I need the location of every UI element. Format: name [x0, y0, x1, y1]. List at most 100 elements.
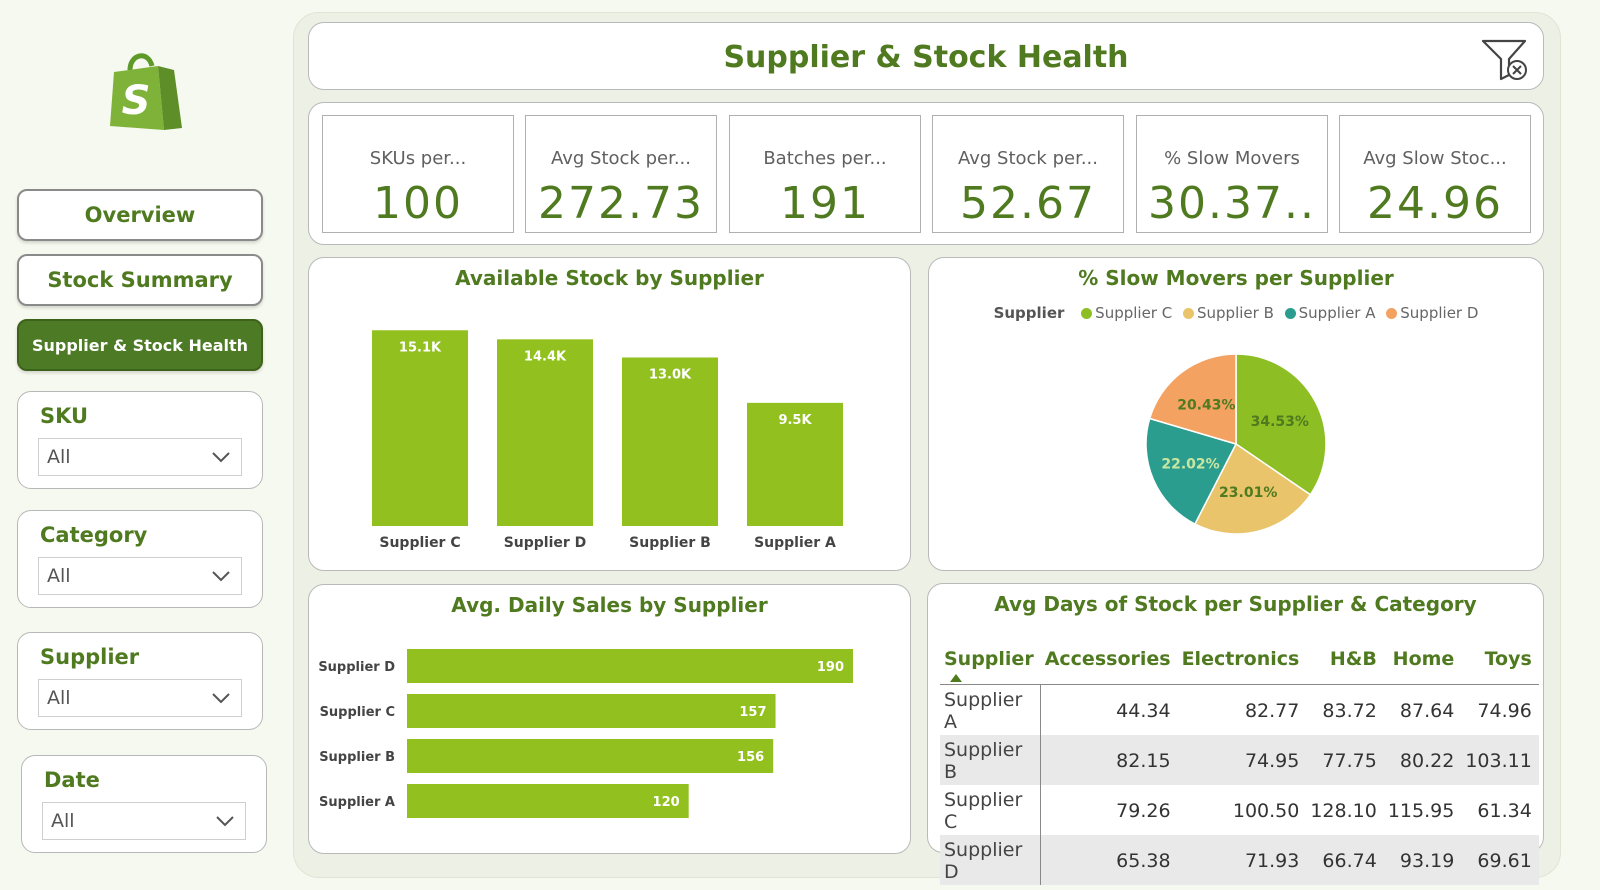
- column-header[interactable]: Electronics: [1177, 644, 1307, 685]
- category-label: Supplier C: [379, 535, 460, 551]
- table-cell: 74.95: [1177, 735, 1307, 785]
- kpi-value: 52.67: [960, 178, 1096, 229]
- category-label: Supplier C: [320, 705, 395, 720]
- chevron-down-icon: [212, 452, 230, 463]
- column-header[interactable]: Toys: [1461, 644, 1539, 685]
- nav-supplier-stock-health-button[interactable]: Supplier & Stock Health: [17, 319, 263, 371]
- table-cell: Supplier A: [940, 684, 1042, 735]
- kpi-value: 100: [373, 178, 463, 229]
- legend-item[interactable]: Supplier A: [1298, 304, 1376, 322]
- bar: [407, 784, 689, 818]
- kpi-card: Avg Stock per... 52.67: [932, 115, 1124, 233]
- bar-value-label: 190: [817, 660, 844, 675]
- category-label: Supplier D: [504, 535, 587, 551]
- column-header[interactable]: Supplier: [940, 644, 1041, 685]
- slicer-title: Supplier: [40, 645, 140, 669]
- column-header[interactable]: H&B: [1306, 644, 1384, 685]
- kpi-value: 191: [780, 178, 870, 229]
- legend-dot: [1183, 308, 1194, 319]
- table-cell: 44.34: [1116, 700, 1171, 722]
- column-header[interactable]: Accessories: [1040, 644, 1178, 685]
- category-label: Supplier D: [318, 660, 395, 675]
- kpi-label: Avg Slow Stoc...: [1363, 148, 1507, 169]
- dropdown-value: All: [47, 565, 71, 587]
- date-dropdown[interactable]: All: [42, 802, 246, 840]
- legend-title: Supplier: [993, 304, 1065, 322]
- legend-dot: [1386, 308, 1398, 319]
- kpi-strip: SKUs per... 100 Avg Stock per... 272.73 …: [308, 102, 1544, 245]
- kpi-label: Avg Stock per...: [957, 148, 1098, 169]
- pie-slice: [1148, 353, 1237, 446]
- slow-movers-pie-chart: 34.53% 23.01%22.02% 20.43%: [1145, 353, 1327, 535]
- kpi-label: SKUs per...: [369, 148, 467, 169]
- page-title: Supplier & Stock Health: [723, 40, 1129, 75]
- kpi-value: 24.96: [1367, 178, 1503, 229]
- legend-item[interactable]: Supplier C: [1095, 304, 1173, 322]
- legend-item[interactable]: Supplier D: [1400, 304, 1479, 322]
- nav-stock-summary-button[interactable]: Stock Summary: [17, 254, 263, 306]
- kpi-value: 30.37..: [1148, 178, 1316, 229]
- kpi-label: % Slow Movers: [1164, 148, 1300, 169]
- clear-filter-icon[interactable]: [1481, 37, 1529, 81]
- chart-title: % Slow Movers per Supplier: [1078, 266, 1394, 290]
- dropdown-value: All: [47, 446, 71, 468]
- pie-slice-label: 34.53%: [1251, 414, 1309, 430]
- bar: [407, 694, 776, 728]
- bar-value-label: 15.1K: [399, 340, 442, 355]
- table-cell: 69.61: [1461, 835, 1539, 885]
- table-row: Supplier A 44.34 82.77 83.72 87.64 74.96: [940, 684, 1539, 735]
- bar-value-label: 9.5K: [778, 413, 812, 428]
- table-cell: 82.77: [1244, 700, 1300, 722]
- page-header: Supplier & Stock Health: [308, 22, 1544, 90]
- kpi-card: Batches per... 191: [729, 115, 921, 233]
- table-cell: 128.10: [1310, 800, 1377, 822]
- slicer-category: Category All: [17, 510, 263, 608]
- slicer-title: Category: [40, 523, 148, 547]
- table-cell: 74.96: [1477, 700, 1532, 722]
- nav-overview-button[interactable]: Overview: [17, 189, 263, 241]
- table-cell: 71.93: [1177, 835, 1307, 885]
- category-dropdown[interactable]: All: [38, 557, 242, 595]
- slicer-sku: SKU All: [17, 391, 263, 489]
- table-cell: 87.64: [1399, 700, 1455, 722]
- table-cell: 100.50: [1232, 800, 1300, 822]
- supplier-dropdown[interactable]: All: [38, 679, 242, 717]
- daily-sales-chart-panel: Avg. Daily Sales by Supplier 190 Supplier…: [308, 584, 911, 854]
- sku-dropdown[interactable]: All: [38, 438, 242, 476]
- kpi-label: Batches per...: [763, 148, 887, 169]
- table-cell: 65.38: [1040, 835, 1178, 885]
- bar: [407, 739, 774, 773]
- table-cell: Supplier B: [940, 735, 1042, 785]
- category-label: Supplier B: [319, 750, 395, 765]
- kpi-card: % Slow Movers 30.37..: [1136, 115, 1328, 233]
- sort-ascending-icon: [950, 674, 962, 682]
- table-cell: Supplier D: [940, 835, 1042, 885]
- chart-title: Avg. Daily Sales by Supplier: [451, 593, 768, 617]
- chart-title: Available Stock by Supplier: [455, 266, 764, 290]
- bar-value-label: 120: [653, 795, 680, 810]
- bar-value-label: 156: [737, 750, 764, 765]
- table-cell: 103.11: [1461, 735, 1539, 785]
- table-cell: 80.22: [1383, 735, 1462, 785]
- available-stock-bar-chart: 15.1K Supplier C 14.4K Supplier D 13.0K Suppl…: [372, 330, 843, 551]
- table-cell: 66.74: [1306, 835, 1384, 885]
- pie-slice-label: 20.43%: [1177, 397, 1235, 413]
- slicer-supplier: Supplier All: [17, 632, 263, 730]
- bar-value-label: 157: [739, 705, 766, 720]
- chevron-down-icon: [212, 693, 230, 704]
- column-header[interactable]: Home: [1383, 644, 1462, 685]
- chart-legend: Supplier Supplier C Supplier B Supplier …: [929, 304, 1543, 322]
- legend-item[interactable]: Supplier B: [1197, 304, 1274, 322]
- table-row: Supplier B 82.15 74.95 77.75 80.22 103.1…: [940, 735, 1539, 785]
- bar: [622, 357, 718, 526]
- bar: [747, 402, 843, 526]
- bar: [497, 339, 593, 526]
- table-cell: 93.19: [1383, 835, 1462, 885]
- table-header-row: Supplier Accessories Electronics H&B Hom…: [940, 644, 1539, 685]
- dropdown-value: All: [47, 687, 71, 709]
- pie-slice-label: 23.01%: [1219, 485, 1277, 501]
- category-label: Supplier A: [319, 795, 395, 810]
- slow-movers-chart-panel: % Slow Movers per Supplier Supplier Supp…: [928, 257, 1544, 571]
- bar-value-label: 14.4K: [524, 349, 567, 364]
- table-cell: 83.72: [1322, 700, 1377, 722]
